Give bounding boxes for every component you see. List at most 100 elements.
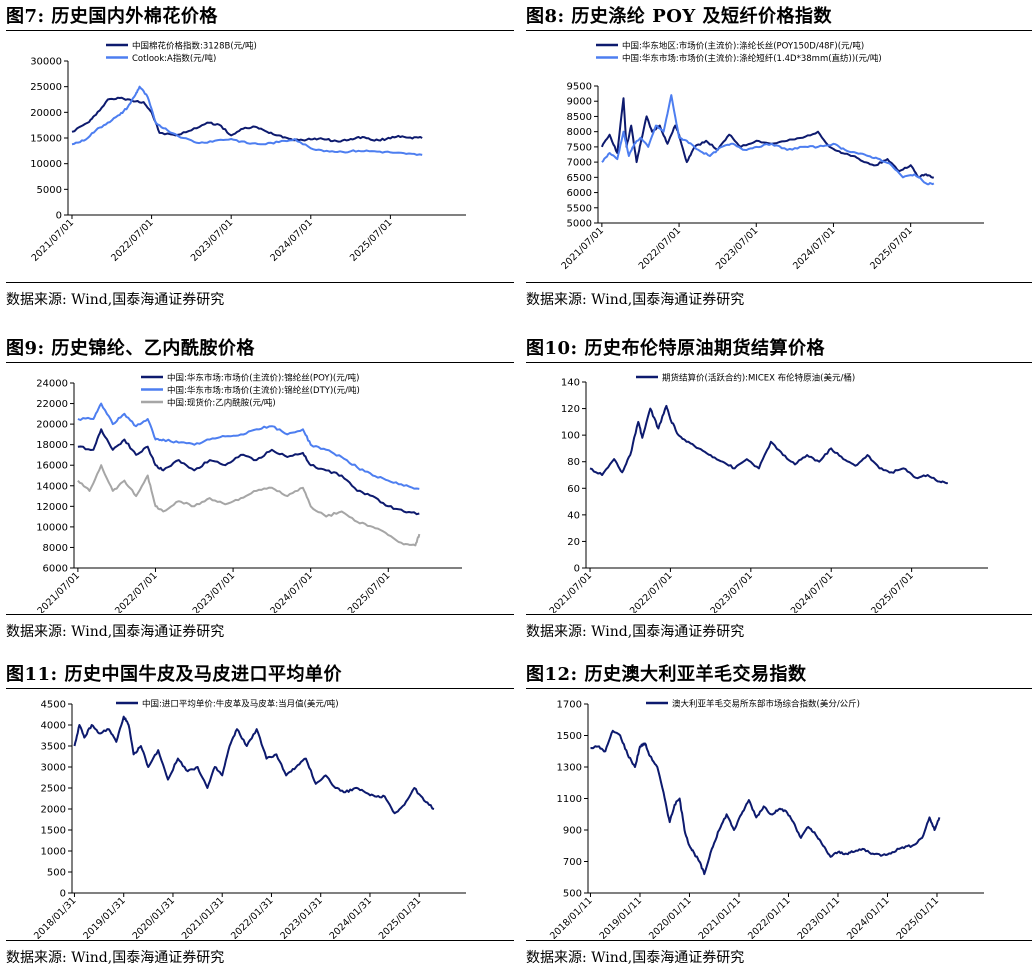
legend-entry: 中国:华东市场:市场价(主流价):锦纶丝(POY)(元/吨) — [167, 373, 359, 384]
chart-plot: 0 5000 10000 15000 20000 25000 30000 2021/07/01… — [30, 41, 466, 264]
x-tick-label: 2025/01/31 — [377, 895, 424, 939]
x-tick-label: 2019/01/31 — [81, 895, 128, 939]
y-tick-label: 140 — [561, 378, 580, 389]
legend-entry: 中国:华东市场:市场价(主流价):涤纶短纤(1.4D*38mm(直纺))(元/吨… — [622, 53, 882, 64]
legend-entry: Cotlook:A指数(元/吨) — [132, 53, 216, 64]
y-tick-label: 700 — [563, 857, 582, 868]
y-tick-label: 5000 — [567, 219, 592, 230]
x-tick-label: 2024/01/31 — [328, 895, 375, 939]
series-line — [589, 404, 948, 485]
y-tick-label: 2000 — [41, 805, 66, 816]
y-tick-label: 30000 — [30, 57, 62, 68]
x-tick-label: 2023/01/11 — [796, 895, 843, 939]
chart-source: 数据来源: Wind,国泰海通证券研究 — [6, 950, 225, 966]
x-tick-label: 2024/07/01 — [268, 217, 315, 264]
series-line — [77, 428, 420, 516]
title-rule — [6, 30, 514, 31]
chart-source: 数据来源: Wind,国泰海通证券研究 — [526, 624, 745, 640]
legend-entry: 中国:华东市场:市场价(主流价):锦纶丝(DTY)(元/吨) — [167, 385, 360, 396]
panel-fig9: 图9: 历史锦纶、乙内酰胺价格 6000 8000 10000 12000 14000 1… — [6, 332, 514, 650]
y-tick-label: 18000 — [36, 440, 68, 451]
y-tick-label: 120 — [561, 404, 580, 415]
y-tick-label: 16000 — [36, 461, 68, 472]
legend-entry: 中国:进口平均单价:牛皮革及马皮革:当月值(美元/吨) — [142, 699, 339, 710]
chart-title: 图11: 历史中国牛皮及马皮进口平均单价 — [6, 664, 342, 685]
series-line — [600, 97, 935, 179]
chart-plot: 500 700 900 1100 1300 1500 1700 2018/01/11 2019/… — [548, 699, 984, 939]
y-tick-label: 5500 — [567, 203, 592, 214]
chart-title: 图10: 历史布伦特原油期货结算价格 — [526, 338, 825, 359]
legend-entry: 中国:现货价:乙内酰胺(元/吨) — [167, 398, 276, 409]
y-tick-label: 3000 — [41, 763, 66, 774]
x-tick-label: 2021/01/11 — [697, 895, 744, 939]
y-tick-label: 60 — [567, 484, 580, 495]
y-tick-label: 14000 — [36, 481, 68, 492]
y-tick-label: 1500 — [41, 826, 66, 837]
series-line — [71, 85, 423, 156]
x-tick-label: 2024/01/11 — [845, 895, 892, 939]
y-tick-label: 7000 — [567, 158, 592, 169]
series-line — [601, 94, 935, 186]
y-tick-label: 1000 — [41, 847, 66, 858]
x-tick-label: 2023/07/01 — [708, 570, 755, 613]
source-rule — [526, 614, 1032, 615]
x-tick-label: 2025/07/01 — [348, 217, 395, 264]
chart-source: 数据来源: Wind,国泰海通证券研究 — [6, 624, 225, 640]
x-tick-label: 2025/07/01 — [346, 570, 393, 613]
source-rule — [6, 282, 514, 283]
y-tick-label: 100 — [561, 431, 580, 442]
x-tick-label: 2019/01/11 — [598, 895, 645, 939]
x-tick-label: 2022/07/01 — [113, 570, 160, 613]
y-tick-label: 0 — [574, 564, 580, 575]
x-tick-label: 2022/07/01 — [109, 217, 156, 264]
x-tick-label: 2021/07/01 — [548, 570, 595, 613]
y-tick-label: 7500 — [567, 142, 592, 153]
source-rule — [6, 614, 514, 615]
y-tick-label: 24000 — [36, 379, 68, 390]
y-tick-label: 6000 — [43, 564, 68, 575]
chart-title: 图9: 历史锦纶、乙内酰胺价格 — [6, 338, 255, 359]
x-tick-label: 2024/07/01 — [791, 225, 838, 272]
chart-source: 数据来源: Wind,国泰海通证券研究 — [526, 292, 745, 308]
y-tick-label: 10000 — [30, 159, 62, 170]
y-tick-label: 1300 — [557, 763, 582, 774]
x-tick-label: 2023/07/01 — [191, 570, 238, 613]
x-tick-label: 2021/07/01 — [559, 225, 606, 272]
x-tick-label: 2025/01/11 — [895, 895, 942, 939]
y-tick-label: 6500 — [567, 173, 592, 184]
y-tick-label: 40 — [567, 510, 580, 521]
x-tick-label: 2023/07/01 — [189, 217, 236, 264]
panel-fig8: 图8: 历史涤纶 POY 及短纤价格指数 5000 5500 6000 6500 700… — [526, 0, 1032, 318]
title-rule — [526, 30, 1032, 31]
source-rule — [6, 940, 514, 941]
y-tick-label: 0 — [60, 889, 66, 900]
x-tick-label: 2022/07/01 — [628, 570, 675, 613]
y-tick-label: 9000 — [567, 97, 592, 108]
y-tick-label: 8000 — [567, 127, 592, 138]
y-tick-label: 2500 — [41, 784, 66, 795]
source-rule — [526, 282, 1032, 283]
y-tick-label: 0 — [56, 211, 62, 222]
y-tick-label: 1100 — [557, 794, 582, 805]
y-tick-label: 25000 — [30, 82, 62, 93]
y-tick-label: 22000 — [36, 399, 68, 410]
source-rule — [526, 940, 1032, 941]
x-tick-label: 2022/01/31 — [229, 895, 276, 939]
x-tick-label: 2021/07/01 — [35, 570, 82, 613]
x-tick-label: 2021/01/31 — [180, 895, 227, 939]
panel-fig10: 图10: 历史布伦特原油期货结算价格 0 20 40 60 80 100 120 140 202… — [526, 332, 1032, 650]
series-line — [73, 715, 435, 815]
legend-entry: 澳大利亚羊毛交易所东部市场综合指数(美分/公斤) — [672, 699, 860, 710]
x-tick-label: 2021/07/01 — [30, 217, 77, 264]
series-line — [71, 96, 423, 143]
y-tick-label: 12000 — [36, 502, 68, 513]
y-tick-label: 3500 — [41, 742, 66, 753]
y-tick-label: 20000 — [36, 420, 68, 431]
title-rule — [6, 362, 514, 363]
chart-plot: 0 20 40 60 80 100 120 140 2021/07/01 2022/07/01 20… — [548, 373, 988, 613]
y-tick-label: 500 — [563, 889, 582, 900]
y-tick-label: 8500 — [567, 112, 592, 123]
y-tick-label: 80 — [567, 457, 580, 468]
y-tick-label: 20 — [567, 537, 580, 548]
title-rule — [526, 362, 1032, 363]
